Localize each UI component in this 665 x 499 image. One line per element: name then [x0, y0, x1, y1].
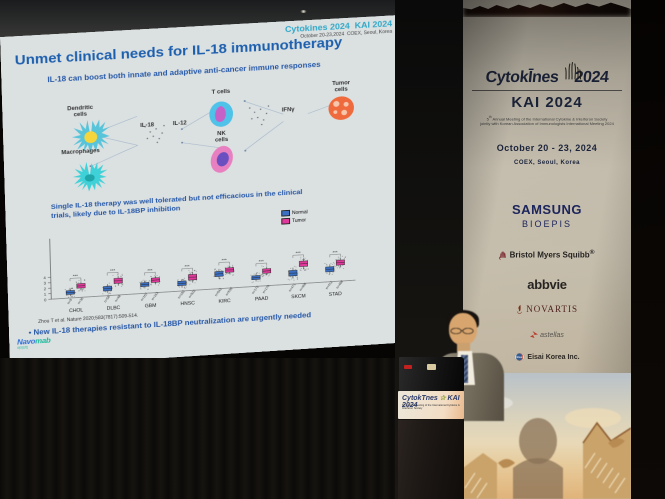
svg-text:DLBC: DLBC — [107, 305, 121, 311]
svg-text:***: *** — [110, 268, 116, 273]
svg-text:0: 0 — [44, 297, 47, 302]
svg-text:3: 3 — [44, 281, 47, 286]
svg-text:STAD: STAD — [329, 291, 342, 297]
svg-text:2: 2 — [44, 286, 47, 291]
svg-text:***: *** — [147, 268, 153, 273]
svg-text:Eisai: Eisai — [517, 355, 523, 359]
svg-text:***: *** — [332, 250, 337, 255]
svg-text:KIRC: KIRC — [219, 298, 232, 304]
svg-text:n=36: n=36 — [77, 297, 85, 305]
svg-text:CHOL: CHOL — [69, 308, 83, 314]
svg-text:***: *** — [259, 259, 264, 264]
svg-text:n=9: n=9 — [66, 298, 73, 305]
svg-text:PAAD: PAAD — [255, 296, 269, 302]
svg-text:GBM: GBM — [145, 303, 157, 309]
svg-text:1: 1 — [44, 292, 47, 297]
svg-text:HNSC: HNSC — [180, 301, 195, 307]
svg-text:***: *** — [296, 250, 301, 255]
svg-text:***: *** — [73, 273, 79, 278]
svg-text:4: 4 — [43, 275, 46, 280]
svg-text:SKCM: SKCM — [291, 294, 306, 300]
svg-text:***: *** — [184, 264, 190, 269]
svg-text:***: *** — [222, 258, 227, 263]
svg-text:n=48: n=48 — [114, 294, 122, 302]
svg-text:n=58: n=58 — [103, 295, 111, 303]
